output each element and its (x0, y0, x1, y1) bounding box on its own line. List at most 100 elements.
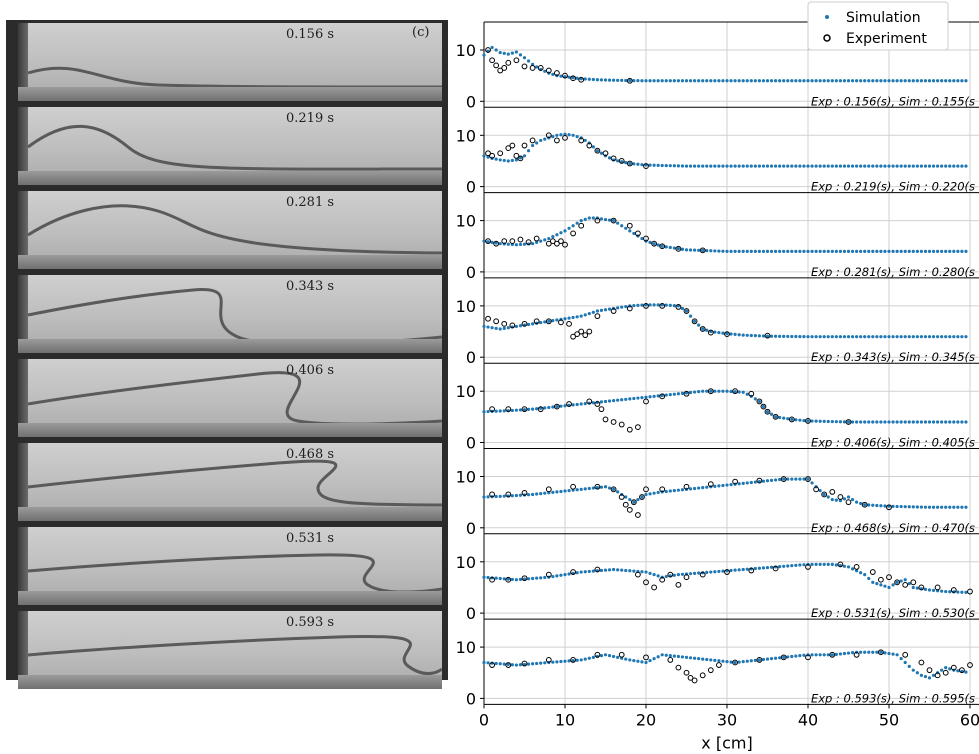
experiment-point (942, 669, 949, 676)
simulation-point (721, 659, 725, 663)
simulation-point (680, 488, 685, 492)
simulation-point (555, 490, 559, 494)
simulation-point (587, 216, 591, 220)
simulation-point (834, 164, 838, 168)
simulation-point (761, 334, 766, 338)
experiment-point (675, 245, 682, 252)
simulation-point (855, 420, 859, 424)
y-tick-label: 10 (456, 126, 476, 145)
experiment-point (635, 512, 641, 518)
simulation-point (644, 492, 648, 497)
experiment-point (691, 318, 698, 325)
simulation-point (863, 249, 867, 253)
simulation-point (810, 419, 814, 423)
simulation-point (753, 334, 757, 338)
simulation-point (782, 655, 786, 659)
simulation-point (940, 589, 944, 593)
simulation-point (494, 326, 498, 330)
simulation-point (879, 583, 883, 587)
simulation-point (587, 311, 591, 316)
simulation-point (741, 333, 745, 337)
simulation-point (482, 495, 486, 499)
simulation-point (583, 313, 587, 317)
frame-time-label: 0.593 s (286, 615, 335, 630)
simulation-point (842, 651, 847, 656)
simulation-point (624, 495, 628, 499)
simulation-point (859, 650, 863, 654)
simulation-point (944, 335, 948, 339)
simulation-point (814, 335, 818, 339)
x-tick-label: 60 (960, 710, 979, 729)
simulation-point (798, 418, 802, 422)
experiment-point (902, 651, 909, 658)
simulation-point (693, 656, 697, 660)
simulation-point (559, 573, 563, 577)
simulation-point (628, 78, 632, 83)
simulation-point (688, 656, 693, 660)
simulation-point (757, 658, 762, 662)
simulation-point (919, 505, 924, 509)
simulation-point (620, 78, 624, 82)
simulation-point (518, 156, 523, 160)
simulation-point (745, 249, 749, 253)
simulation-point (846, 565, 851, 569)
simulation-point (531, 492, 535, 497)
simulation-point (753, 164, 757, 168)
experiment-point (878, 576, 884, 583)
simulation-point (559, 231, 563, 235)
simulation-point (591, 145, 595, 149)
simulation-point (875, 582, 879, 586)
simulation-point (709, 658, 713, 662)
simulation-point (688, 79, 693, 83)
simulation-point (948, 420, 952, 424)
simulation-point (664, 303, 668, 307)
simulation-point (502, 662, 506, 666)
simulation-point (620, 160, 624, 164)
y-tick-label: 0 (466, 434, 476, 453)
experiment-point (545, 486, 552, 493)
experiment-point (732, 659, 738, 666)
simulation-point (729, 79, 733, 83)
experiment-point (659, 393, 666, 400)
simulation-point (486, 575, 490, 580)
simulation-point (591, 216, 595, 220)
experiment-point (853, 564, 860, 570)
experiment-point (521, 575, 528, 582)
simulation-point (826, 419, 830, 424)
simulation-point (931, 164, 936, 168)
y-tick-label: 0 (466, 348, 476, 367)
simulation-point (587, 486, 591, 491)
simulation-point (822, 335, 826, 339)
simulation-point (709, 570, 713, 574)
simulation-point (826, 495, 830, 499)
simulation-point (539, 661, 543, 665)
simulation-point (559, 74, 563, 78)
simulation-point (583, 570, 587, 574)
experiment-point (521, 490, 528, 496)
experiment-point (574, 331, 581, 338)
simulation-point (571, 403, 575, 407)
simulation-point (652, 394, 656, 398)
simulation-point (543, 406, 547, 410)
simulation-point (802, 563, 806, 567)
simulation-point (956, 669, 960, 673)
simulation-point (725, 164, 729, 168)
simulation-point (923, 164, 928, 168)
simulation-point (810, 164, 814, 168)
simulation-point (697, 248, 701, 252)
simulation-point (506, 577, 510, 581)
simulation-point (867, 335, 871, 339)
simulation-point (806, 79, 810, 83)
simulation-point (931, 588, 936, 592)
simulation-point (668, 654, 672, 658)
simulation-point (964, 249, 968, 253)
simulation-point (697, 164, 701, 168)
simulation-point (599, 217, 604, 221)
simulation-point (778, 79, 782, 83)
simulation-point (814, 164, 818, 168)
simulation-point (555, 233, 559, 237)
experiment-point (493, 62, 500, 69)
experiment-point (626, 77, 633, 84)
simulation-point (506, 242, 510, 246)
simulation-point (749, 79, 753, 83)
